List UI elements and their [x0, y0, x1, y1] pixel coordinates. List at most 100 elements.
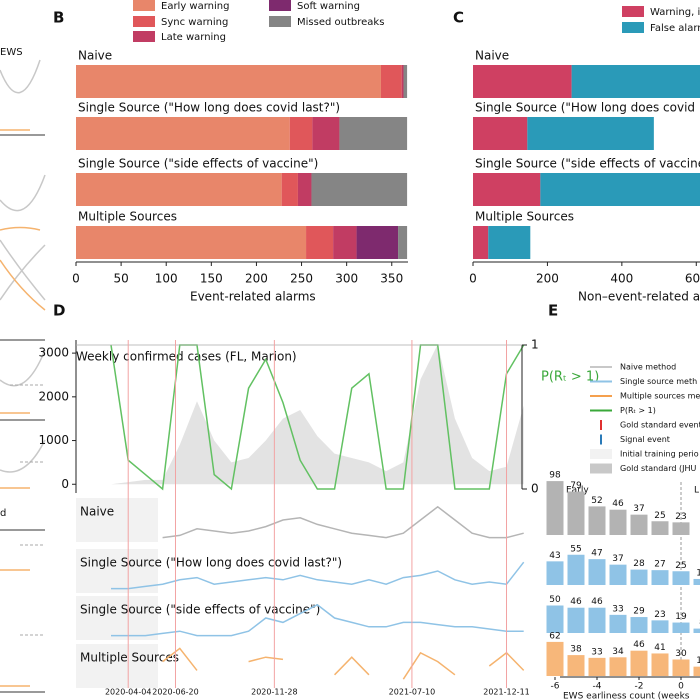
- bar-label: 23: [654, 610, 665, 620]
- x-tick-label: 2021-07-10: [389, 688, 436, 697]
- curve: [0, 226, 41, 231]
- bar-label: 27: [654, 560, 665, 570]
- bar: [630, 650, 648, 676]
- bar: [609, 614, 627, 633]
- x-axis-title: Non–event-related alarm: [578, 290, 700, 304]
- training-period: [76, 549, 158, 593]
- bar-label: 46: [633, 640, 645, 650]
- annotation: L: [694, 486, 699, 496]
- bar-segment: [527, 117, 654, 150]
- legend-swatch: [133, 0, 155, 11]
- bar: [651, 521, 669, 535]
- x-tick-label: 2021-12-11: [483, 688, 530, 697]
- bar-label: 52: [591, 496, 602, 506]
- bar: [693, 578, 700, 585]
- annotation: Early: [566, 486, 589, 496]
- row-label: Multiple Sources: [80, 651, 179, 665]
- legend-swatch: [269, 0, 291, 11]
- bar-label: 30: [675, 649, 687, 659]
- x-tick-label: -2: [635, 682, 644, 692]
- bar: [651, 620, 669, 633]
- area: [111, 344, 524, 485]
- training-period: [76, 596, 158, 640]
- legend-label: Gold standard event: [620, 421, 700, 430]
- x-tick-label: 2020-06-20: [152, 688, 199, 697]
- legend-label: Signal event: [620, 435, 670, 444]
- legend-label: Late warning: [161, 32, 226, 43]
- bar: [672, 571, 690, 585]
- bar-segment: [540, 173, 700, 206]
- bar: [546, 641, 564, 676]
- curve: [0, 349, 46, 387]
- bar-segment: [76, 226, 307, 259]
- bar: [609, 509, 627, 535]
- legend-label: Multiple sources me: [620, 392, 700, 401]
- curve: [0, 239, 46, 301]
- bar-label: 37: [612, 554, 623, 564]
- category-label: Multiple Sources: [78, 210, 177, 224]
- bar-segment: [473, 65, 572, 98]
- bar-segment: [473, 117, 528, 150]
- x-tick-label: 2020-04-04: [105, 688, 152, 697]
- y2-tick-label: 0: [531, 482, 539, 496]
- x-tick-label: 600: [685, 272, 700, 286]
- panel-letter: E: [548, 302, 558, 320]
- bar-segment: [339, 117, 408, 150]
- bar-segment: [571, 65, 700, 98]
- legend-box: [590, 463, 612, 474]
- row-line: [162, 647, 525, 680]
- panel-a-fragment: [0, 59, 46, 693]
- legend-swatch: [622, 6, 644, 17]
- bar-label: 28: [633, 559, 645, 569]
- category-label: Naive: [475, 49, 509, 63]
- legend-label: P(Rₜ > 1): [620, 406, 656, 415]
- legend-label: False alarm: [650, 23, 700, 34]
- x-axis-title: Event-related alarms: [190, 290, 316, 304]
- bar-label: 46: [612, 499, 624, 509]
- y-tick-label: 0: [61, 477, 69, 491]
- bar: [567, 554, 585, 585]
- x-tick-label: 0: [469, 272, 477, 286]
- bar: [609, 564, 627, 585]
- bar: [672, 659, 690, 676]
- bar-segment: [306, 226, 334, 259]
- x-tick-label: 150: [200, 272, 223, 286]
- row-line: [111, 561, 525, 590]
- bar-label: 43: [549, 551, 560, 561]
- category-label: Single Source ("side effects of vaccine"…: [78, 157, 318, 171]
- bar: [546, 605, 564, 633]
- bar: [546, 481, 564, 535]
- bar-label: 25: [654, 511, 665, 521]
- bar-segment: [380, 65, 402, 98]
- bar-segment: [356, 226, 399, 259]
- row-label: Single Source ("side effects of vaccine"…: [80, 603, 320, 617]
- bar-label: 37: [633, 504, 644, 514]
- bar: [651, 653, 669, 676]
- curve: [0, 412, 30, 687]
- bar-label: 34: [612, 647, 624, 657]
- bar-segment: [312, 117, 340, 150]
- panel-letter: B: [53, 9, 64, 27]
- x-tick-label: 2020-11-28: [251, 688, 298, 697]
- x-tick-label: 350: [380, 272, 403, 286]
- x-tick-label: 100: [155, 272, 178, 286]
- x-tick-label: 400: [610, 272, 633, 286]
- y-tick-label: 3000: [38, 346, 69, 360]
- bar: [588, 506, 606, 535]
- x-tick-label: 0: [72, 272, 80, 286]
- bar: [672, 522, 690, 535]
- bar: [672, 622, 690, 633]
- bar-label: 25: [675, 561, 686, 571]
- bar: [588, 607, 606, 633]
- bar: [693, 628, 700, 633]
- bar: [567, 655, 585, 676]
- category-label: Single Source ("How long does covid last…: [475, 101, 700, 115]
- legend-label: Naive method: [620, 363, 676, 372]
- bar-label: 38: [570, 645, 582, 655]
- axis: [0, 339, 45, 693]
- bar: [567, 607, 585, 633]
- legend-swatch: [133, 31, 155, 42]
- category-label: Single Source ("How long does covid last…: [78, 101, 340, 115]
- bar-segment: [76, 173, 282, 206]
- legend-label: Gold standard (JHU: [620, 464, 696, 473]
